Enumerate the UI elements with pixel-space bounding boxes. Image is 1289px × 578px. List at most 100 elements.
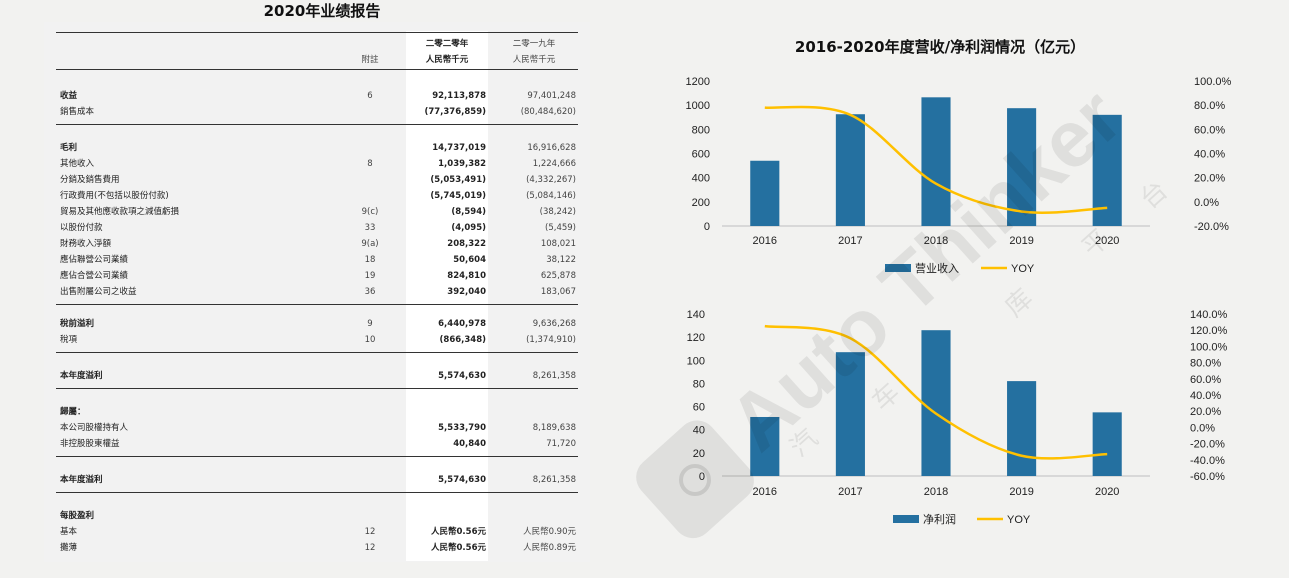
- left-axis-tick-label: 800: [692, 124, 710, 136]
- bar: [1007, 108, 1037, 226]
- x-axis-tick-label: 2019: [1009, 486, 1033, 498]
- right-axis-tick-label: 100.0%: [1194, 76, 1232, 88]
- note-header: 附註: [361, 55, 379, 65]
- bar: [750, 160, 780, 226]
- right-axis-tick-label: 80.0%: [1194, 100, 1225, 112]
- right-axis-tick-label: -60.0%: [1190, 471, 1225, 483]
- x-axis-tick-label: 2017: [838, 486, 862, 498]
- row-label: 本年度溢利: [60, 371, 103, 381]
- left-axis-tick-label: 140: [687, 309, 705, 321]
- row-current-value: 208,322: [447, 239, 486, 249]
- left-axis-tick-label: 0: [704, 221, 710, 233]
- right-axis-tick-label: 100.0%: [1190, 341, 1228, 353]
- row-prior-value: 183,067: [540, 287, 576, 297]
- row-note: 12: [364, 527, 376, 537]
- row-prior-value: (1,374,910): [526, 335, 576, 345]
- right-axis-tick-label: 60.0%: [1190, 374, 1221, 386]
- row-label: 基本: [60, 527, 78, 537]
- table-row: 收益 6 92,113,878 97,401,248: [44, 88, 590, 104]
- right-axis-tick-label: 40.0%: [1190, 390, 1221, 402]
- row-label: 毛利: [60, 143, 78, 153]
- x-axis-tick-label: 2018: [924, 486, 948, 498]
- table-row: 歸屬：: [44, 404, 590, 420]
- left-axis-tick-label: 1000: [686, 100, 710, 112]
- section-rule: [56, 492, 578, 493]
- section-rule: [56, 456, 578, 457]
- x-axis-tick-label: 2019: [1009, 235, 1033, 247]
- current-year-column-highlight: [406, 31, 488, 561]
- row-prior-value: 人民幣0.90元: [523, 527, 576, 537]
- row-prior-value: 16,916,628: [527, 143, 576, 153]
- row-prior-value: (80,484,620): [520, 107, 576, 117]
- row-prior-value: 71,720: [546, 439, 576, 449]
- current-year-unit: 人民幣千元: [425, 55, 469, 65]
- row-note: 9: [367, 319, 373, 329]
- row-note: 33: [364, 223, 376, 233]
- right-axis-tick-label: -40.0%: [1190, 455, 1225, 467]
- left-axis-tick-label: 600: [692, 149, 710, 161]
- row-note: 12: [364, 543, 376, 553]
- row-current-value: 5,574,630: [438, 475, 486, 485]
- section-rule: [56, 304, 578, 305]
- right-axis-tick-label: 120.0%: [1190, 325, 1228, 337]
- row-prior-value: (5,084,146): [526, 191, 576, 201]
- header-rule: [56, 69, 578, 70]
- row-note: 9(c): [361, 207, 379, 217]
- row-prior-value: (38,242): [539, 207, 576, 217]
- row-current-value: (8,594): [451, 207, 486, 217]
- bar: [1092, 412, 1122, 476]
- row-label: 稅項: [60, 335, 78, 345]
- row-label: 稅前溢利: [60, 319, 95, 329]
- prior-year-unit: 人民幣千元: [512, 55, 556, 65]
- left-axis-tick-label: 60: [693, 402, 705, 414]
- left-axis-tick-label: 1200: [686, 76, 710, 88]
- row-current-value: (5,053,491): [430, 175, 486, 185]
- table-row: 稅項 10 (866,348) (1,374,910): [44, 332, 590, 348]
- row-label: 以股份付款: [60, 223, 103, 233]
- row-prior-value: 625,878: [540, 271, 576, 281]
- right-axis-tick-label: 0.0%: [1190, 422, 1215, 434]
- x-axis-tick-label: 2016: [753, 486, 777, 498]
- table-row: 本年度溢利 5,574,630 8,261,358: [44, 368, 590, 384]
- row-label: 貿易及其他應收款項之減值虧損: [60, 207, 180, 217]
- row-current-value: 6,440,978: [438, 319, 486, 329]
- row-label: 收益: [60, 91, 78, 101]
- income-statement-table: 附註 二零二零年 人民幣千元 二零一九年 人民幣千元 收益 6 92,113,878…: [44, 22, 590, 562]
- left-axis-tick-label: 80: [693, 378, 705, 390]
- charts-title: 2016-2020年度营收/净利润情况（亿元）: [794, 38, 1086, 56]
- row-note: 6: [367, 91, 373, 101]
- row-prior-value: (4,332,267): [526, 175, 576, 185]
- row-label: 其他收入: [60, 159, 95, 169]
- table-row: 基本 12 人民幣0.56元 人民幣0.90元: [44, 524, 590, 540]
- row-prior-value: (5,459): [545, 223, 576, 233]
- row-current-value: 5,533,790: [438, 423, 486, 433]
- section-rule: [56, 352, 578, 353]
- x-axis-tick-label: 2018: [924, 235, 948, 247]
- row-label: 應佔聯營公司業績: [60, 255, 129, 265]
- right-axis-tick-label: 140.0%: [1190, 309, 1228, 321]
- row-label: 出售附屬公司之收益: [60, 287, 137, 297]
- bar: [750, 416, 780, 476]
- left-axis-tick-label: 0: [699, 471, 705, 483]
- legend-label-bar: 营业收入: [915, 261, 959, 275]
- table-row: 稅前溢利 9 6,440,978 9,636,268: [44, 316, 590, 332]
- table-row: 財務收入淨額 9(a) 208,322 108,021: [44, 236, 590, 252]
- yoy-line: [764, 324, 1108, 460]
- x-axis-tick-label: 2020: [1095, 235, 1119, 247]
- row-current-value: 1,039,382: [438, 159, 486, 169]
- table-row: 非控股股東權益 40,840 71,720: [44, 436, 590, 452]
- table-row: 攤薄 12 人民幣0.56元 人民幣0.89元: [44, 540, 590, 556]
- row-label: 財務收入淨額: [60, 239, 112, 249]
- table-top-rule: [56, 32, 578, 33]
- row-label: 行政費用(不包括以股份付款): [60, 191, 169, 201]
- left-axis-tick-label: 400: [692, 173, 710, 185]
- right-axis-tick-label: 20.0%: [1194, 173, 1225, 185]
- x-axis-tick-label: 2017: [838, 235, 862, 247]
- combo-chart-2: 0 20 40 60 80 100 120 140 -60.0% -40.0% -20.0% 0.0%…: [687, 309, 1228, 526]
- combo-chart-1: 0 200 400 600 800 1000 1200 -20.0% 0.0% 20.0% 40.0…: [686, 76, 1232, 275]
- row-note: 18: [364, 255, 376, 265]
- row-current-value: 392,040: [447, 287, 486, 297]
- right-axis-tick-label: -20.0%: [1194, 221, 1229, 233]
- right-axis-tick-label: 0.0%: [1194, 197, 1219, 209]
- row-current-value: (77,376,859): [424, 107, 486, 117]
